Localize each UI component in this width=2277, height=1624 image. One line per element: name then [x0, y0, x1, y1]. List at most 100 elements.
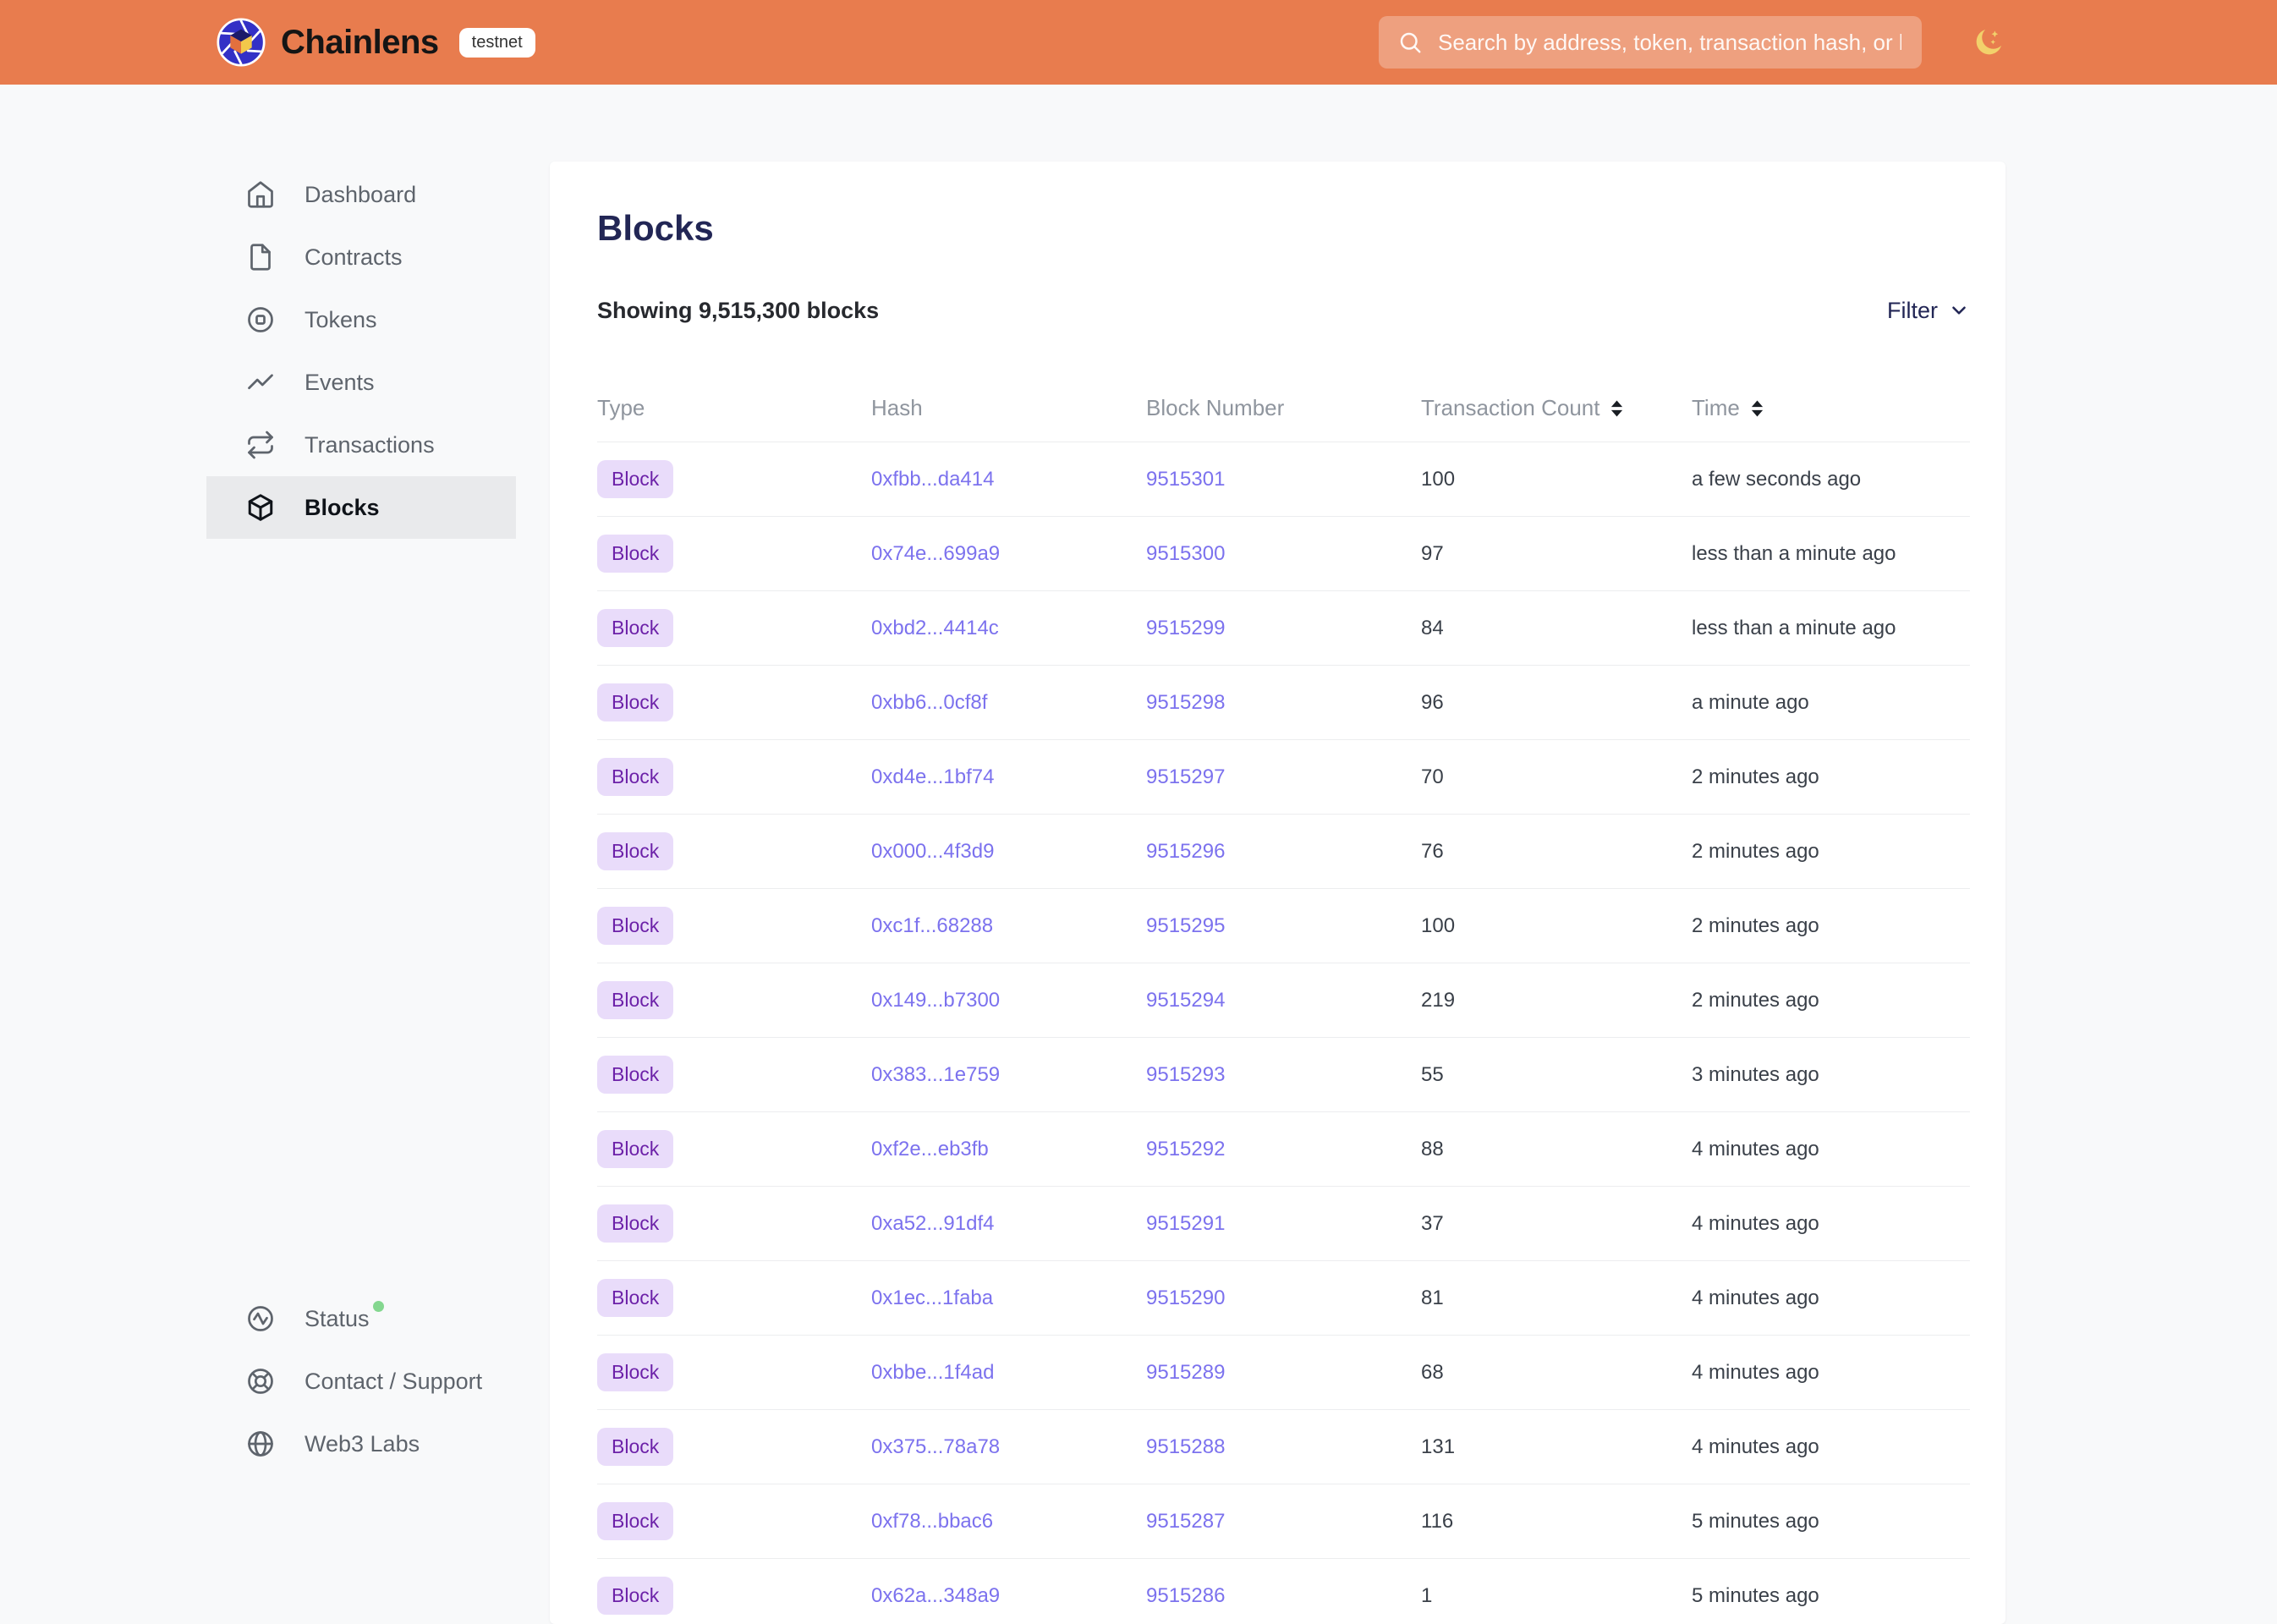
table-row: Block 0xa52...91df4 9515291 37 4 minutes…: [597, 1187, 1970, 1261]
block-hash-link[interactable]: 0xbd2...4414c: [871, 616, 999, 639]
column-header-time[interactable]: Time: [1692, 395, 1970, 421]
block-number-link[interactable]: 9515293: [1146, 1062, 1226, 1086]
block-hash-link[interactable]: 0x1ec...1faba: [871, 1286, 994, 1309]
sort-icon[interactable]: [1610, 398, 1624, 419]
sidebar-item-dashboard[interactable]: Dashboard: [206, 163, 516, 226]
table-row: Block 0x62a...348a9 9515286 1 5 minutes …: [597, 1559, 1970, 1624]
block-number-link[interactable]: 9515294: [1146, 988, 1226, 1012]
page-title: Blocks: [597, 208, 714, 248]
table-row: Block 0x375...78a78 9515288 131 4 minute…: [597, 1410, 1970, 1484]
sidebar-item-contracts[interactable]: Contracts: [206, 226, 516, 288]
block-time-value: 5 minutes ago: [1692, 1509, 1819, 1533]
block-hash-link[interactable]: 0x375...78a78: [871, 1435, 1001, 1458]
transaction-count-value: 76: [1421, 839, 1444, 863]
block-number-link[interactable]: 9515290: [1146, 1286, 1226, 1309]
filter-label: Filter: [1887, 297, 1938, 323]
sidebar-item-events[interactable]: Events: [206, 351, 516, 414]
block-time-value: a minute ago: [1692, 690, 1809, 714]
block-number-link[interactable]: 9515286: [1146, 1583, 1226, 1607]
transaction-count-value: 116: [1421, 1509, 1454, 1533]
block-number-link[interactable]: 9515287: [1146, 1509, 1226, 1533]
block-number-link[interactable]: 9515295: [1146, 914, 1226, 937]
block-hash-link[interactable]: 0xd4e...1bf74: [871, 765, 995, 788]
block-number-link[interactable]: 9515301: [1146, 467, 1226, 491]
transaction-count-value: 70: [1421, 765, 1444, 788]
table-row: Block 0x149...b7300 9515294 219 2 minute…: [597, 963, 1970, 1038]
sidebar-item-label: Tokens: [305, 306, 377, 332]
block-hash-link[interactable]: 0x149...b7300: [871, 988, 1001, 1012]
sidebar-item-label: Contracts: [305, 244, 403, 270]
table-row: Block 0xf2e...eb3fb 9515292 88 4 minutes…: [597, 1112, 1970, 1187]
column-header-transaction-count[interactable]: Transaction Count: [1421, 395, 1692, 421]
trend-icon: [248, 374, 273, 390]
transaction-count-value: 55: [1421, 1062, 1444, 1086]
block-hash-link[interactable]: 0x74e...699a9: [871, 541, 1001, 565]
block-number-link[interactable]: 9515300: [1146, 541, 1226, 565]
brand-name: Chainlens: [281, 23, 439, 61]
block-number-link[interactable]: 9515289: [1146, 1360, 1226, 1384]
block-type-badge: Block: [597, 832, 674, 870]
block-hash-link[interactable]: 0xa52...91df4: [871, 1211, 995, 1235]
block-number-link[interactable]: 9515299: [1146, 616, 1226, 639]
block-number-link[interactable]: 9515297: [1146, 765, 1226, 788]
table-row: Block 0xc1f...68288 9515295 100 2 minute…: [597, 889, 1970, 963]
block-number-link[interactable]: 9515292: [1146, 1137, 1226, 1160]
block-hash-link[interactable]: 0xf2e...eb3fb: [871, 1137, 989, 1160]
block-hash-link[interactable]: 0xf78...bbac6: [871, 1509, 994, 1533]
moon-icon: [1976, 29, 2002, 55]
block-type-badge: Block: [597, 981, 674, 1019]
block-type-badge: Block: [597, 1130, 674, 1168]
sidebar: Dashboard Contracts Tokens Events Transa…: [206, 85, 516, 1624]
block-hash-link[interactable]: 0xbb6...0cf8f: [871, 690, 988, 714]
sidebar-item-contact-support[interactable]: Contact / Support: [206, 1350, 516, 1413]
search-input[interactable]: [1436, 28, 1903, 57]
search-icon: [1400, 32, 1421, 53]
transaction-count-value: 37: [1421, 1211, 1444, 1235]
block-hash-link[interactable]: 0xc1f...68288: [871, 914, 994, 937]
sidebar-item-web3-labs[interactable]: Web3 Labs: [206, 1413, 516, 1475]
table-row: Block 0xd4e...1bf74 9515297 70 2 minutes…: [597, 740, 1970, 815]
brand[interactable]: Chainlens testnet: [217, 18, 535, 67]
blocks-table: Type Hash Block Number Transaction Count…: [597, 375, 1970, 1624]
block-time-value: 2 minutes ago: [1692, 839, 1819, 863]
table-row: Block 0xbd2...4414c 9515299 84 less than…: [597, 591, 1970, 666]
block-hash-link[interactable]: 0x000...4f3d9: [871, 839, 995, 863]
table-row: Block 0xf78...bbac6 9515287 116 5 minute…: [597, 1484, 1970, 1559]
block-hash-link[interactable]: 0x62a...348a9: [871, 1583, 1001, 1607]
sidebar-item-label: Dashboard: [305, 181, 417, 207]
search-bar[interactable]: [1379, 16, 1922, 69]
block-type-badge: Block: [597, 683, 674, 721]
block-number-link[interactable]: 9515298: [1146, 690, 1226, 714]
sort-icon[interactable]: [1750, 398, 1764, 419]
transaction-count-value: 88: [1421, 1137, 1444, 1160]
block-number-link[interactable]: 9515291: [1146, 1211, 1226, 1235]
block-hash-link[interactable]: 0xfbb...da414: [871, 467, 995, 491]
block-number-link[interactable]: 9515288: [1146, 1435, 1226, 1458]
sidebar-item-transactions[interactable]: Transactions: [206, 414, 516, 476]
block-hash-link[interactable]: 0xbbe...1f4ad: [871, 1360, 995, 1384]
sidebar-item-label: Status: [305, 1300, 384, 1332]
block-hash-link[interactable]: 0x383...1e759: [871, 1062, 1001, 1086]
block-number-link[interactable]: 9515296: [1146, 839, 1226, 863]
lifebuoy-icon: [248, 1369, 273, 1394]
status-indicator-dot: [372, 1300, 384, 1312]
block-time-value: 4 minutes ago: [1692, 1211, 1819, 1235]
block-type-badge: Block: [597, 907, 674, 945]
block-time-value: 2 minutes ago: [1692, 765, 1819, 788]
block-time-value: 4 minutes ago: [1692, 1360, 1819, 1384]
block-time-value: less than a minute ago: [1692, 616, 1896, 639]
sidebar-item-label: Transactions: [305, 431, 435, 458]
table-row: Block 0x1ec...1faba 9515290 81 4 minutes…: [597, 1261, 1970, 1336]
transaction-count-value: 1: [1421, 1583, 1433, 1607]
sidebar-item-label: Contact / Support: [305, 1368, 483, 1394]
block-time-value: 4 minutes ago: [1692, 1435, 1819, 1458]
filter-button[interactable]: Filter: [1887, 298, 1970, 324]
home-icon: [248, 181, 273, 208]
block-type-badge: Block: [597, 1056, 674, 1094]
transaction-count-value: 97: [1421, 541, 1444, 565]
dark-mode-toggle[interactable]: [1971, 25, 2006, 60]
sidebar-item-blocks[interactable]: Blocks: [206, 476, 516, 539]
env-badge: testnet: [458, 28, 535, 58]
sidebar-item-tokens[interactable]: Tokens: [206, 288, 516, 351]
sidebar-item-status[interactable]: Status: [206, 1287, 516, 1350]
